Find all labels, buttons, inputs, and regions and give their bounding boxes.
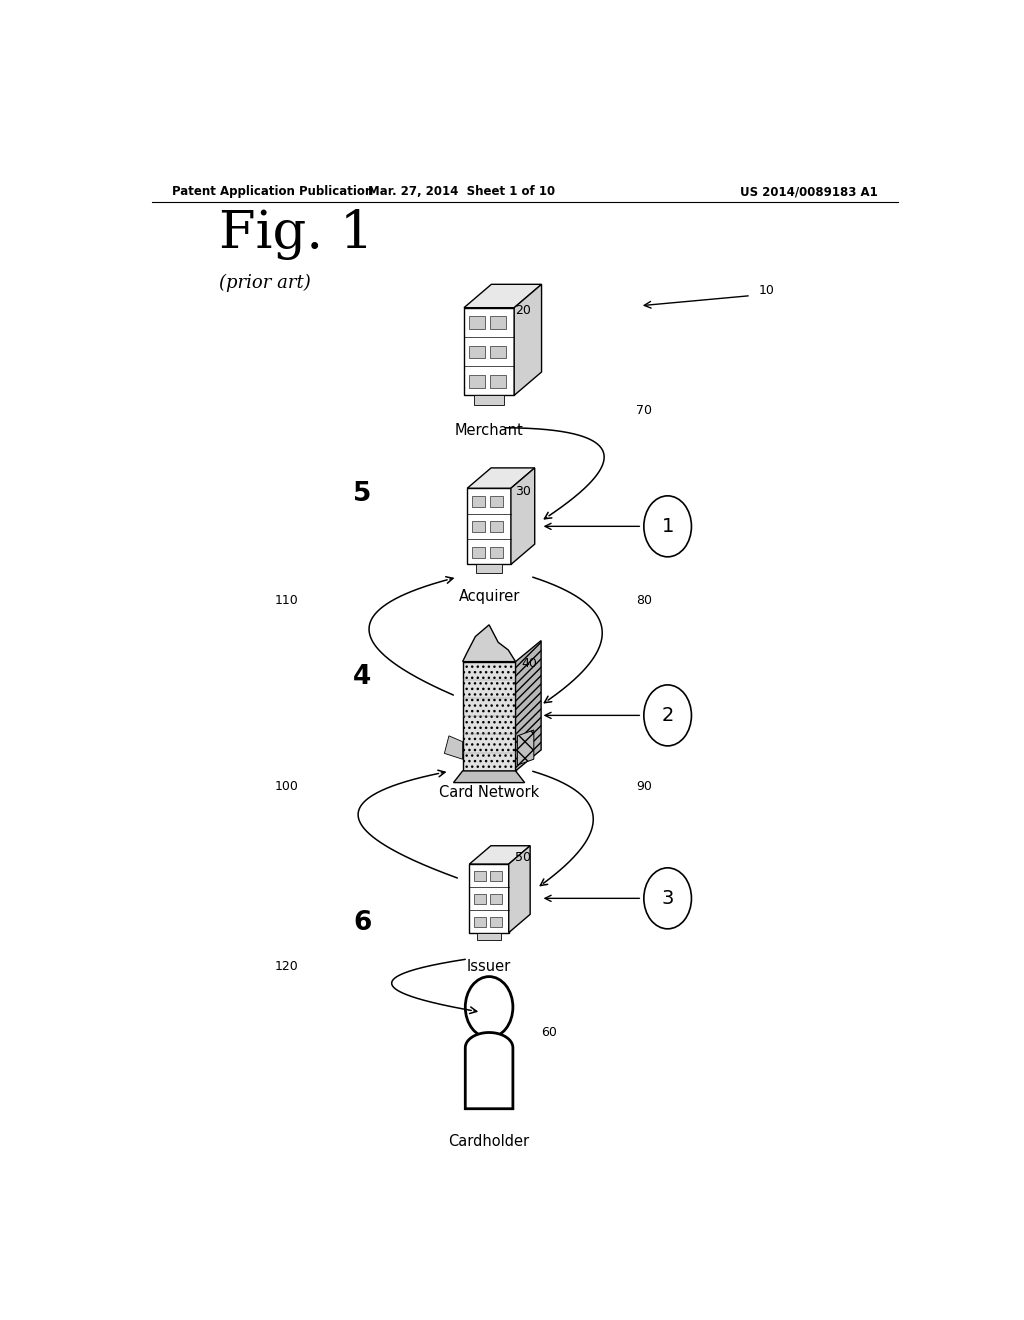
Circle shape xyxy=(644,867,691,929)
Polygon shape xyxy=(511,467,535,565)
Bar xyxy=(490,521,504,532)
Text: 30: 30 xyxy=(515,486,531,498)
Text: Cardholder: Cardholder xyxy=(449,1134,529,1150)
Bar xyxy=(490,496,504,507)
Text: 1: 1 xyxy=(662,517,674,536)
Bar xyxy=(472,546,485,558)
Text: 90: 90 xyxy=(636,780,652,793)
Text: 6: 6 xyxy=(353,909,372,936)
Bar xyxy=(469,375,484,388)
Text: 20: 20 xyxy=(515,305,531,317)
Polygon shape xyxy=(514,284,542,396)
Polygon shape xyxy=(464,308,514,396)
Text: Fig. 1: Fig. 1 xyxy=(219,209,374,260)
Text: Patent Application Publication: Patent Application Publication xyxy=(172,185,373,198)
Polygon shape xyxy=(476,565,502,573)
Polygon shape xyxy=(465,1032,513,1109)
Polygon shape xyxy=(467,467,535,488)
Polygon shape xyxy=(454,771,524,783)
Polygon shape xyxy=(515,640,541,771)
Text: Issuer: Issuer xyxy=(467,960,511,974)
Text: 60: 60 xyxy=(541,1026,557,1039)
Text: Mar. 27, 2014  Sheet 1 of 10: Mar. 27, 2014 Sheet 1 of 10 xyxy=(368,185,555,198)
Text: Merchant: Merchant xyxy=(455,422,523,438)
Text: 40: 40 xyxy=(521,657,538,671)
Text: 80: 80 xyxy=(636,594,652,607)
Text: 5: 5 xyxy=(353,480,372,507)
Bar xyxy=(490,346,506,359)
Circle shape xyxy=(465,977,513,1038)
Bar xyxy=(472,521,485,532)
Bar xyxy=(469,346,484,359)
Bar xyxy=(490,916,502,927)
Polygon shape xyxy=(467,488,511,565)
Text: Card Network: Card Network xyxy=(439,784,540,800)
Polygon shape xyxy=(469,846,530,865)
Bar xyxy=(472,496,485,507)
Polygon shape xyxy=(469,865,509,933)
Text: 100: 100 xyxy=(274,780,299,793)
Bar xyxy=(474,916,485,927)
Polygon shape xyxy=(464,284,542,308)
Bar xyxy=(490,894,502,904)
Bar xyxy=(490,871,502,880)
Text: 50: 50 xyxy=(515,851,531,865)
Polygon shape xyxy=(463,661,515,771)
Polygon shape xyxy=(463,624,515,661)
Text: 3: 3 xyxy=(662,888,674,908)
Text: 120: 120 xyxy=(274,960,299,973)
Circle shape xyxy=(644,685,691,746)
Bar xyxy=(474,871,485,880)
Bar xyxy=(490,546,504,558)
Text: Acquirer: Acquirer xyxy=(459,589,520,605)
Text: 4: 4 xyxy=(353,664,372,690)
Polygon shape xyxy=(477,933,501,940)
Polygon shape xyxy=(444,735,463,759)
Text: (prior art): (prior art) xyxy=(219,273,311,292)
Circle shape xyxy=(644,496,691,557)
Text: 10: 10 xyxy=(759,284,775,297)
Bar xyxy=(490,375,506,388)
Bar xyxy=(490,317,506,329)
Text: 110: 110 xyxy=(274,594,299,607)
Bar xyxy=(469,317,484,329)
Text: 70: 70 xyxy=(636,404,652,417)
Bar xyxy=(474,894,485,904)
Polygon shape xyxy=(509,846,530,933)
Polygon shape xyxy=(517,730,534,766)
Text: US 2014/0089183 A1: US 2014/0089183 A1 xyxy=(740,185,878,198)
Text: 2: 2 xyxy=(662,706,674,725)
Polygon shape xyxy=(474,396,504,405)
